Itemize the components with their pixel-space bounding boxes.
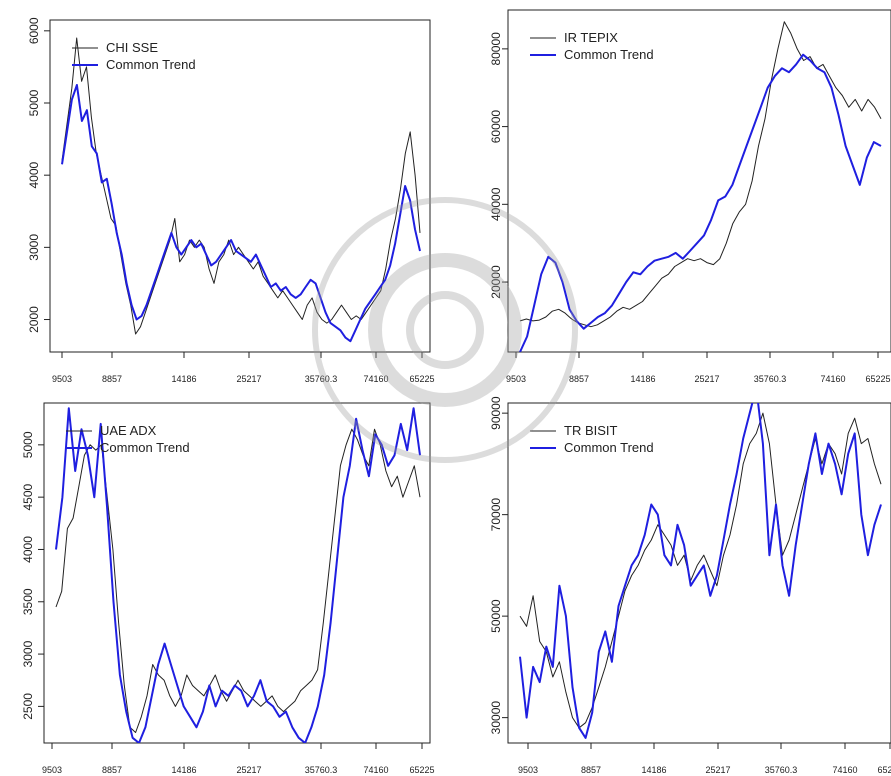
y-tick-label: 40000 bbox=[489, 187, 503, 221]
x-tick-label: 14186 bbox=[171, 374, 196, 384]
x-tick-label: 74160 bbox=[820, 374, 845, 384]
y-tick-label: 20000 bbox=[489, 265, 503, 299]
index-series-line bbox=[519, 412, 882, 729]
y-tick-label: 3000 bbox=[21, 640, 35, 667]
y-tick-label: 3500 bbox=[21, 588, 35, 615]
x-tick-label: 8857 bbox=[102, 765, 122, 775]
x-tick-label: 35760.3 bbox=[305, 374, 338, 384]
y-tick-label: 5000 bbox=[21, 431, 35, 458]
x-tick-label: 65225 bbox=[877, 765, 891, 775]
x-tick-label: 9503 bbox=[42, 765, 62, 775]
x-tick-label: 9503 bbox=[518, 765, 538, 775]
x-tick-label: 8857 bbox=[569, 374, 589, 384]
y-tick-label: 2500 bbox=[21, 693, 35, 720]
y-tick-label: 90000 bbox=[489, 396, 503, 430]
chart-panel-3: 2500 3000 3500 4000 4500 5000 9503 8857 14186 252… bbox=[21, 402, 435, 775]
common-trend-line bbox=[519, 53, 882, 352]
x-tick-label: 35760.3 bbox=[765, 765, 798, 775]
x-tick-label: 14186 bbox=[630, 374, 655, 384]
x-tick-label: 74160 bbox=[363, 374, 388, 384]
chart-panel-1: 2000 3000 4000 5000 6000 9503 8857 14186 25217 35… bbox=[27, 17, 435, 384]
x-tick-label: 25217 bbox=[236, 374, 261, 384]
x-tick-label: 14186 bbox=[641, 765, 666, 775]
y-tick-label: 50000 bbox=[489, 599, 503, 633]
x-tick-label: 9503 bbox=[506, 374, 526, 384]
legend-label: UAE ADX bbox=[100, 423, 157, 438]
x-tick-label: 35760.3 bbox=[305, 765, 338, 775]
x-tick-label: 35760.3 bbox=[754, 374, 787, 384]
legend-label: TR BISIT bbox=[564, 423, 618, 438]
common-trend-line bbox=[519, 403, 882, 739]
plot-frame bbox=[43, 402, 431, 744]
x-tick-label: 74160 bbox=[363, 765, 388, 775]
chart-panel-2: 20000 40000 60000 80000 9503 8857 14186 25217 35… bbox=[489, 9, 891, 384]
index-series-line bbox=[61, 37, 421, 335]
index-series-line bbox=[55, 428, 421, 733]
y-tick-label: 4000 bbox=[21, 536, 35, 563]
x-tick-label: 8857 bbox=[102, 374, 122, 384]
chart-panel-4: 30000 50000 70000 90000 9503 8857 14186 25217 35… bbox=[489, 396, 891, 775]
plot-frame bbox=[507, 9, 891, 353]
x-tick-label: 74160 bbox=[832, 765, 857, 775]
x-tick-label: 65225 bbox=[409, 374, 434, 384]
y-tick-label: 30000 bbox=[489, 701, 503, 735]
legend-label: Common Trend bbox=[100, 440, 190, 455]
y-tick-label: 4500 bbox=[21, 483, 35, 510]
legend-label: Common Trend bbox=[564, 47, 654, 62]
y-tick-label: 80000 bbox=[489, 32, 503, 66]
x-tick-label: 25217 bbox=[236, 765, 261, 775]
x-tick-label: 25217 bbox=[705, 765, 730, 775]
legend-label: Common Trend bbox=[106, 57, 196, 72]
y-tick-label: 3000 bbox=[27, 234, 41, 261]
y-tick-label: 2000 bbox=[27, 306, 41, 333]
x-tick-label: 25217 bbox=[694, 374, 719, 384]
plot-frame bbox=[49, 19, 431, 353]
common-trend-line bbox=[55, 407, 421, 743]
legend-label: Common Trend bbox=[564, 440, 654, 455]
x-tick-label: 14186 bbox=[171, 765, 196, 775]
y-tick-label: 6000 bbox=[27, 17, 41, 44]
y-tick-label: 4000 bbox=[27, 162, 41, 189]
y-tick-label: 5000 bbox=[27, 89, 41, 116]
legend-label: IR TEPIX bbox=[564, 30, 618, 45]
x-tick-label: 65225 bbox=[409, 765, 434, 775]
index-series-line bbox=[519, 21, 882, 328]
plot-frame bbox=[507, 402, 891, 744]
x-tick-label: 9503 bbox=[52, 374, 72, 384]
legend-label: CHI SSE bbox=[106, 40, 158, 55]
x-tick-label: 8857 bbox=[581, 765, 601, 775]
common-trend-line bbox=[61, 84, 421, 343]
x-tick-label: 65225 bbox=[865, 374, 890, 384]
y-tick-label: 70000 bbox=[489, 498, 503, 532]
y-tick-label: 60000 bbox=[489, 110, 503, 144]
